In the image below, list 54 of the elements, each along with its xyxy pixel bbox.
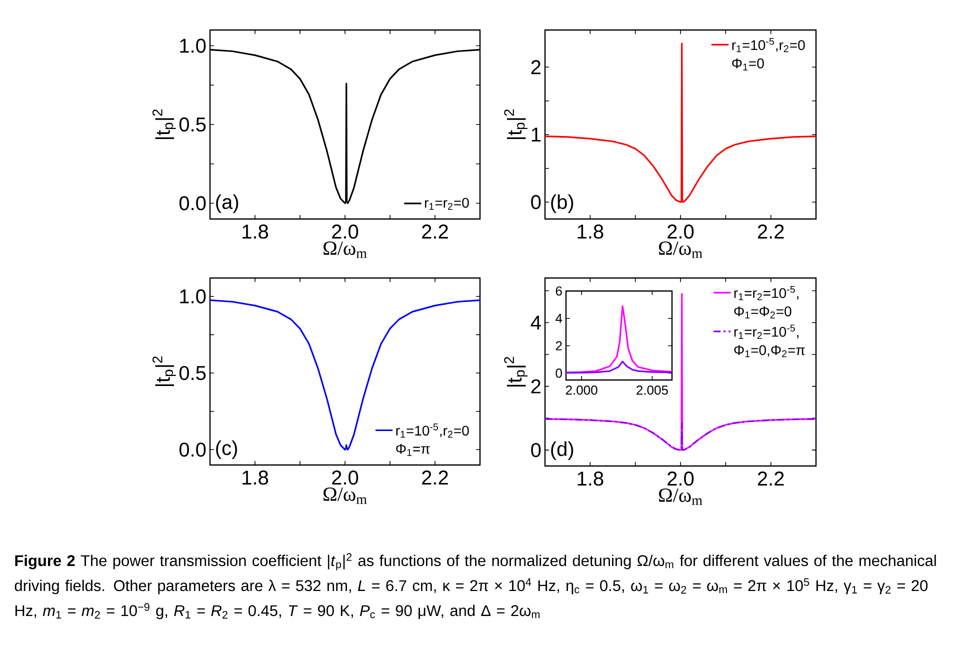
y-tick-label: 2 bbox=[531, 379, 540, 394]
legend-label: r$_{1}$=r$_{2}$=10$^{-5}$, bbox=[734, 286, 798, 300]
x-tick-label: 2.0 bbox=[332, 224, 358, 239]
y-tick-label: 4 bbox=[556, 314, 562, 323]
y-tick-label: 0.5 bbox=[179, 366, 206, 380]
x-tick-label: 2.0 bbox=[668, 224, 694, 239]
y-tick-label: 0 bbox=[556, 368, 562, 378]
x-tick-label: 1.8 bbox=[578, 224, 604, 239]
legend-label: r$_{1}$=r$_{2}$=0 bbox=[424, 198, 469, 210]
annotation: (c) bbox=[216, 440, 237, 460]
y-tick-label: 1.0 bbox=[180, 289, 206, 304]
x-tick-label: 2.2 bbox=[422, 224, 448, 238]
x-tick-label: 2.2 bbox=[758, 224, 784, 238]
x-tick-label: 2.2 bbox=[758, 472, 784, 486]
x-tick-label: 2.005 bbox=[636, 386, 668, 395]
y-axis-title: |t$_{p}$|$^{2}$ bbox=[504, 109, 528, 139]
y-tick-label: 6 bbox=[556, 286, 562, 296]
annotation: Φ$_{1}$=0,Φ$_{2}$=π bbox=[734, 345, 805, 358]
x-tick-label: 2.0 bbox=[668, 472, 694, 486]
annotation: (a) bbox=[216, 194, 238, 214]
y-axis-title: |t$_{p}$|$^{2}$ bbox=[152, 356, 176, 386]
x-tick-label: 1.8 bbox=[578, 472, 604, 486]
x-tick-label: 1.8 bbox=[242, 224, 268, 239]
x-axis-title: Ω/ω$_{m}$ bbox=[659, 488, 702, 505]
annotation: Φ$_{1}$=Φ$_{2}$=0 bbox=[734, 306, 792, 318]
x-tick-label: 2.000 bbox=[566, 386, 598, 395]
x-axis-title: Ω/ω$_{m}$ bbox=[324, 488, 367, 504]
annotation: (b) bbox=[551, 194, 574, 214]
y-tick-label: 0.0 bbox=[179, 442, 206, 457]
legend-label: r$_{1}$=10$^{-5}$,r$_{2}$=0 bbox=[396, 424, 469, 438]
text: Figure 2 The power transmission coefficient |t$_{p}$|$^{2}$ as functions of the normalized detuning Ω/ω$_{m}$ for different values of the mechanical driving fields. Other parameters are λ = 532 nm, L = 6.7 cm, κ = 2π × 10$^{4}$ Hz, η$_{c}$ = 0.5, ω$_{1}$ = ω$_{2}$ = ω$_{m}$ = 2π × 10$^{5}$ Hz, γ$_{1}$ = γ$_{2}$ = 20 Hz, m$_{1}$ = m$_{2}$ = 10$^{−9}$ g, R$_{1}$ = R$_{2}$ = 0.45, T = 90 K, P$_{c}$ = 90 μW, and Δ = 2ω$_{m}$ bbox=[14, 553, 936, 620]
y-tick-label: 2 bbox=[531, 60, 540, 74]
y-axis-title: |t$_{p}$|$^{2}$ bbox=[504, 356, 528, 386]
y-tick-label: 4 bbox=[530, 316, 541, 330]
x-axis-title: Ω/ω$_{m}$ bbox=[324, 242, 367, 258]
legend-label: r$_{1}$=r$_{2}$=10$^{-5}$, bbox=[734, 324, 798, 339]
y-axis-title: |t$_{p}$|$^{2}$ bbox=[152, 109, 176, 139]
x-axis-title: Ω/ω$_{m}$ bbox=[659, 242, 702, 258]
y-tick-label: 0 bbox=[531, 195, 541, 210]
annotation: (d) bbox=[551, 441, 574, 460]
y-tick-label: 2 bbox=[556, 341, 562, 350]
annotation: Φ$_{1}$=π bbox=[396, 444, 430, 456]
line-series bbox=[566, 360, 672, 374]
x-tick-label: 2.2 bbox=[422, 470, 448, 484]
y-tick-label: 0 bbox=[531, 442, 541, 458]
y-tick-label: 0.5 bbox=[179, 117, 206, 132]
x-tick-label: 2.0 bbox=[332, 470, 358, 485]
y-tick-label: 1.0 bbox=[180, 38, 206, 53]
y-tick-label: 0.0 bbox=[179, 196, 206, 210]
legend-label: r$_{1}$=10$^{-5}$,r$_{2}$=0 bbox=[732, 38, 805, 52]
x-tick-label: 1.8 bbox=[242, 470, 268, 485]
line-series bbox=[566, 305, 672, 374]
y-tick-label: 1 bbox=[532, 128, 540, 142]
annotation: Φ$_{1}$=0 bbox=[732, 58, 764, 70]
